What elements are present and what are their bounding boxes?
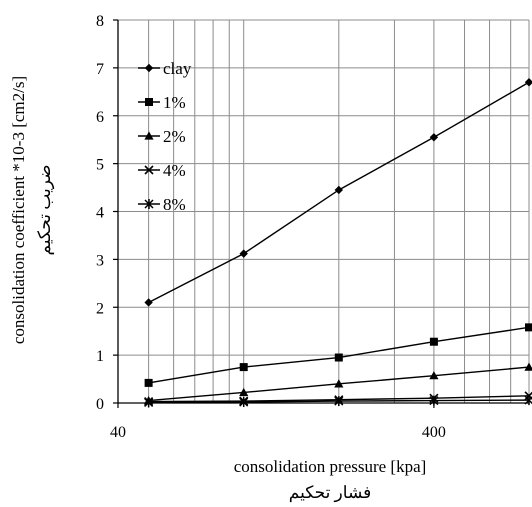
data-point bbox=[524, 78, 532, 87]
legend-label: 8% bbox=[163, 195, 186, 214]
series-0 bbox=[144, 78, 532, 307]
y-tick-label: 3 bbox=[96, 252, 104, 269]
data-point bbox=[334, 396, 344, 407]
data-point bbox=[239, 387, 249, 397]
x-tick-label: 40 bbox=[110, 424, 126, 441]
data-point bbox=[334, 185, 344, 195]
legend-marker bbox=[145, 98, 153, 106]
data-point bbox=[524, 362, 532, 371]
legend-label: 2% bbox=[163, 127, 186, 146]
data-point bbox=[429, 371, 439, 380]
legend-marker bbox=[144, 63, 154, 73]
legend-item: clay bbox=[138, 59, 192, 78]
y-tick-label: 5 bbox=[96, 157, 104, 174]
data-point bbox=[144, 397, 154, 408]
y-tick-label: 6 bbox=[96, 109, 104, 126]
y-tick-label: 0 bbox=[96, 396, 104, 413]
legend-label: 4% bbox=[163, 161, 186, 180]
legend-marker bbox=[144, 199, 154, 209]
x-axis-title-persian: فشار تحکیم bbox=[289, 483, 371, 503]
legend-marker bbox=[144, 165, 154, 175]
data-point bbox=[429, 337, 438, 346]
legend-marker bbox=[144, 131, 154, 140]
y-axis-title: consolidation coefficient *10-3 [cm2/s] bbox=[9, 76, 28, 344]
legend-label: clay bbox=[163, 59, 192, 78]
data-point bbox=[239, 397, 249, 408]
legend-item: 8% bbox=[138, 195, 186, 214]
legend-item: 2% bbox=[138, 127, 186, 146]
data-point bbox=[144, 378, 153, 387]
data-point bbox=[429, 395, 439, 406]
y-tick-label: 8 bbox=[96, 13, 104, 30]
series-layer bbox=[144, 78, 532, 408]
y-axis-title-persian: ضریب تحکیم bbox=[35, 164, 55, 255]
x-axis-title: consolidation pressure [kpa] bbox=[234, 457, 427, 476]
y-tick-label: 2 bbox=[96, 300, 104, 317]
legend-item: 4% bbox=[138, 161, 186, 180]
legend-label: 1% bbox=[163, 93, 186, 112]
y-tick-label: 1 bbox=[96, 348, 104, 365]
x-tick-label: 400 bbox=[422, 424, 446, 441]
legend: clay 1% 2% 4% 8% bbox=[138, 59, 192, 214]
data-point bbox=[239, 363, 248, 372]
series-4 bbox=[144, 395, 532, 408]
tick-labels: 0 1 2 3 4 5 6 7 8 40 400 bbox=[96, 13, 446, 441]
data-point bbox=[525, 323, 532, 332]
data-point bbox=[334, 353, 343, 362]
data-point bbox=[429, 133, 439, 142]
data-point bbox=[334, 379, 344, 388]
grid bbox=[113, 19, 530, 408]
series-1 bbox=[144, 323, 532, 387]
legend-item: 1% bbox=[138, 93, 186, 112]
y-tick-label: 7 bbox=[96, 61, 104, 78]
data-point bbox=[144, 298, 153, 307]
data-point bbox=[239, 249, 248, 258]
y-tick-label: 4 bbox=[96, 205, 104, 222]
